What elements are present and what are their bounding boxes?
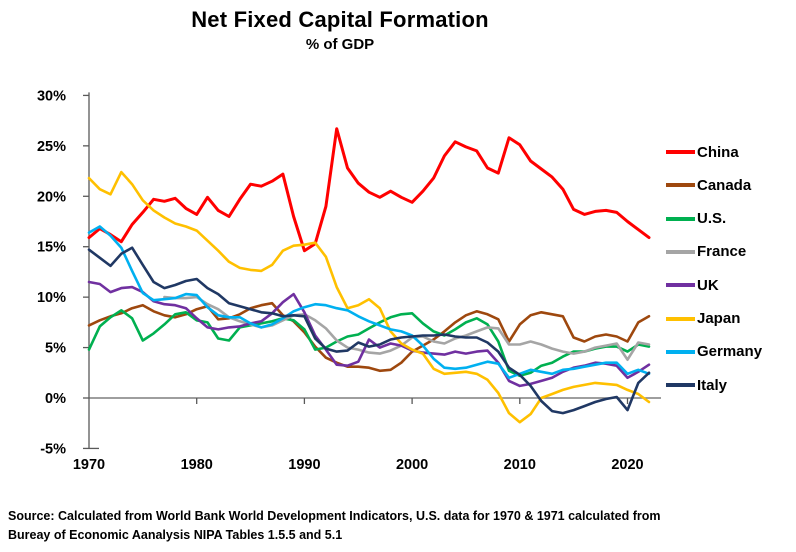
series-line-uk bbox=[87, 280, 651, 388]
series-line-germany bbox=[87, 225, 651, 380]
legend-label-japan: Japan bbox=[697, 310, 741, 327]
y-axis-label: 10% bbox=[37, 290, 66, 306]
x-axis-label: 1990 bbox=[288, 457, 320, 473]
legend-item-france: France bbox=[666, 242, 746, 262]
legend-label-italy: Italy bbox=[697, 376, 728, 394]
legend-item-japan: Japan bbox=[666, 309, 740, 329]
legend-item-germany: Germany bbox=[666, 342, 762, 362]
series-line-canada bbox=[87, 301, 651, 373]
series-line-us bbox=[87, 308, 651, 378]
x-axis-label: 2000 bbox=[396, 457, 428, 473]
series-line-china bbox=[87, 127, 651, 253]
source-note-line1: Source: Calculated from World Bank World… bbox=[8, 509, 661, 523]
legend-swatch-france bbox=[666, 249, 695, 254]
chart-subtitle: % of GDP bbox=[305, 36, 375, 53]
legend-swatch-germany bbox=[666, 349, 695, 354]
legend-item-us: U.S. bbox=[666, 209, 726, 229]
legend-item-italy: Italy bbox=[666, 375, 727, 395]
legend-item-china: China bbox=[666, 142, 739, 162]
series-line-france bbox=[163, 295, 651, 362]
x-axis-label: 2020 bbox=[611, 457, 643, 473]
legend-label-china: China bbox=[697, 143, 739, 161]
legend-swatch-us bbox=[666, 216, 695, 221]
source-note: Source: Calculated from World Bank World… bbox=[8, 507, 788, 546]
x-axis-label: 1970 bbox=[73, 457, 105, 473]
legend-swatch-canada bbox=[666, 183, 695, 188]
source-note-line2: Bureay of Economic Aanalysis NIPA Tables… bbox=[8, 528, 343, 543]
y-axis-label: -5% bbox=[40, 441, 66, 457]
legend-label-uk: UK bbox=[697, 276, 719, 294]
legend-swatch-italy bbox=[666, 383, 695, 388]
legend-label-us: U.S. bbox=[697, 210, 727, 228]
legend-label-canada: Canada bbox=[697, 176, 752, 194]
x-axis-label: 2010 bbox=[504, 457, 536, 473]
legend-label-germany: Germany bbox=[697, 343, 763, 361]
series-line-japan bbox=[87, 170, 651, 424]
legend-swatch-japan bbox=[666, 316, 695, 321]
y-axis-label: 5% bbox=[45, 341, 66, 357]
y-axis-label: 20% bbox=[37, 189, 66, 205]
x-axis-label: 1980 bbox=[181, 457, 213, 473]
y-axis-label: 15% bbox=[37, 240, 66, 256]
series-line-italy bbox=[87, 246, 651, 415]
y-axis-label: 30% bbox=[37, 88, 66, 104]
y-axis-label: 0% bbox=[45, 391, 66, 407]
legend-item-uk: UK bbox=[666, 275, 719, 295]
legend-swatch-uk bbox=[666, 283, 695, 288]
legend-swatch-china bbox=[666, 150, 695, 154]
legend-item-canada: Canada bbox=[666, 175, 751, 195]
y-axis-label: 25% bbox=[37, 139, 66, 155]
legend-label-france: France bbox=[697, 243, 747, 261]
chart-title: Net Fixed Capital Formation bbox=[191, 7, 489, 32]
